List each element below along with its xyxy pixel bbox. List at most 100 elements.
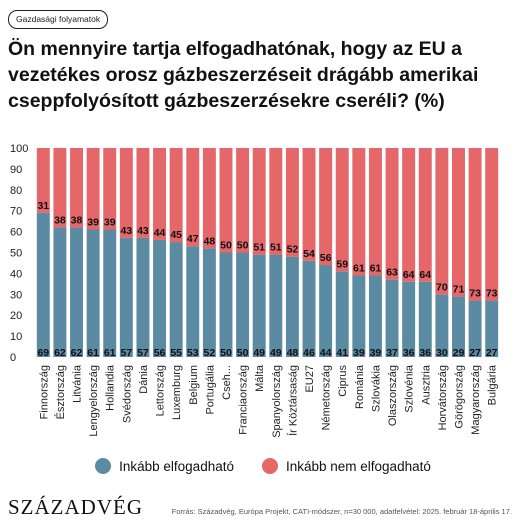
x-tick-label: Bulgária [487, 364, 499, 405]
y-tick-label: 70 [10, 206, 22, 218]
bar-reject [435, 148, 449, 295]
x-tick-label: Németország [321, 365, 333, 430]
data-label-accept: 61 [87, 347, 99, 359]
data-label-reject: 54 [303, 248, 315, 260]
bar-accept [335, 271, 349, 357]
bar-accept [285, 256, 299, 357]
bar-reject [269, 148, 283, 255]
bar-accept [418, 281, 432, 357]
chart-title: Ön mennyire tartja elfogadhatónak, hogy … [8, 38, 479, 112]
y-tick-label: 60 [10, 227, 22, 239]
y-tick-label: 30 [10, 289, 22, 301]
x-tick-label: Magyarország [470, 365, 482, 435]
y-tick-label: 80 [10, 185, 22, 197]
y-axis: 0 10 20 30 40 50 60 70 80 90 100 [10, 143, 28, 364]
bars [36, 148, 499, 357]
bar-accept [485, 300, 499, 357]
x-tick-label: Finnország [38, 365, 50, 419]
x-tick-label: EU27 [304, 365, 316, 393]
x-axis: Finnország Észtország Litvánia Lengyelorszá… [38, 364, 498, 438]
x-tick-label: Ausztria [420, 364, 432, 405]
bar-reject [36, 148, 50, 213]
bar-accept [468, 300, 482, 357]
szazadveg-logo: SZÁZADVÉG [8, 495, 143, 519]
bar-accept [452, 296, 465, 357]
data-label-reject: 43 [120, 225, 132, 237]
legend-swatch-accept [95, 458, 112, 474]
data-label-accept: 41 [336, 347, 348, 359]
data-label-accept: 50 [220, 347, 232, 359]
bar-reject [119, 148, 133, 238]
data-label-accept: 52 [204, 347, 216, 359]
legend: Inkább elfogadható Inkább nem elfogadhat… [0, 456, 526, 476]
x-tick-label: Olaszország [387, 365, 399, 426]
data-label-accept: 61 [104, 347, 116, 359]
y-tick-label: 10 [10, 331, 22, 343]
x-tick-label: Portugália [204, 364, 216, 414]
bar-reject [485, 148, 499, 301]
bar-reject [452, 148, 465, 297]
bar-accept [70, 227, 83, 357]
data-label-accept: 49 [253, 347, 265, 359]
bar-reject [402, 148, 416, 282]
data-label-accept: 27 [486, 347, 498, 359]
bar-accept [36, 212, 50, 357]
data-label-reject: 47 [187, 233, 199, 245]
data-label-reject: 73 [469, 288, 481, 300]
data-label-reject: 44 [154, 227, 166, 239]
bar-accept [319, 265, 333, 357]
x-tick-label: Belgium [188, 365, 200, 405]
legend-swatch-reject [261, 458, 278, 474]
data-label-accept: 57 [137, 347, 149, 359]
data-label-accept: 55 [170, 347, 182, 359]
bar-reject [153, 148, 167, 240]
x-tick-label: Ciprus [337, 365, 349, 397]
bar-accept [136, 237, 150, 357]
bar-reject [319, 148, 333, 266]
source-note: Forrás: Századvég, Európa Projekt, CATI-… [171, 507, 512, 516]
bar-reject [252, 148, 266, 255]
bar-accept [402, 281, 416, 357]
bar-accept [252, 254, 266, 357]
data-label-accept: 36 [419, 347, 431, 359]
data-label-reject: 31 [37, 200, 49, 212]
data-label-reject: 50 [220, 240, 232, 252]
bar-accept [119, 237, 133, 357]
data-label-accept: 46 [303, 347, 315, 359]
bar-accept [302, 260, 316, 357]
bar-reject [302, 148, 316, 261]
data-label-reject: 51 [270, 242, 282, 254]
bar-accept [236, 252, 250, 357]
x-tick-label: Cseh... [221, 365, 233, 400]
data-label-reject: 61 [370, 262, 382, 274]
legend-item-reject: Inkább nem elfogadható [261, 458, 431, 474]
data-label-reject: 73 [486, 288, 498, 300]
data-label-accept: 56 [154, 347, 166, 359]
x-tick-label: Lettország [155, 365, 167, 416]
data-label-accept: 37 [386, 347, 398, 359]
data-label-accept: 39 [353, 347, 365, 359]
bar-accept [202, 248, 216, 357]
y-tick-label: 20 [10, 310, 22, 322]
bar-reject [352, 148, 366, 276]
bar-reject [86, 148, 100, 230]
bar-reject [136, 148, 150, 238]
data-label-accept: 57 [120, 347, 132, 359]
bar-reject [70, 148, 83, 228]
bar-accept [219, 252, 233, 357]
data-label-accept: 49 [270, 347, 282, 359]
data-label-accept: 29 [453, 347, 465, 359]
x-tick-label: Spanyolország [271, 365, 283, 438]
category-tag: Gazdasági folyamatok [8, 10, 109, 29]
bar-reject [385, 148, 399, 280]
data-label-reject: 63 [386, 267, 398, 279]
x-tick-label: Szlovénia [404, 364, 416, 413]
bar-accept [169, 242, 183, 357]
x-tick-label: Svédország [121, 365, 133, 423]
x-tick-label: Lengyelország [88, 365, 100, 437]
bar-reject [368, 148, 382, 276]
data-label-accept: 69 [37, 347, 49, 359]
bar-reject [169, 148, 183, 243]
data-label-accept: 36 [403, 347, 415, 359]
